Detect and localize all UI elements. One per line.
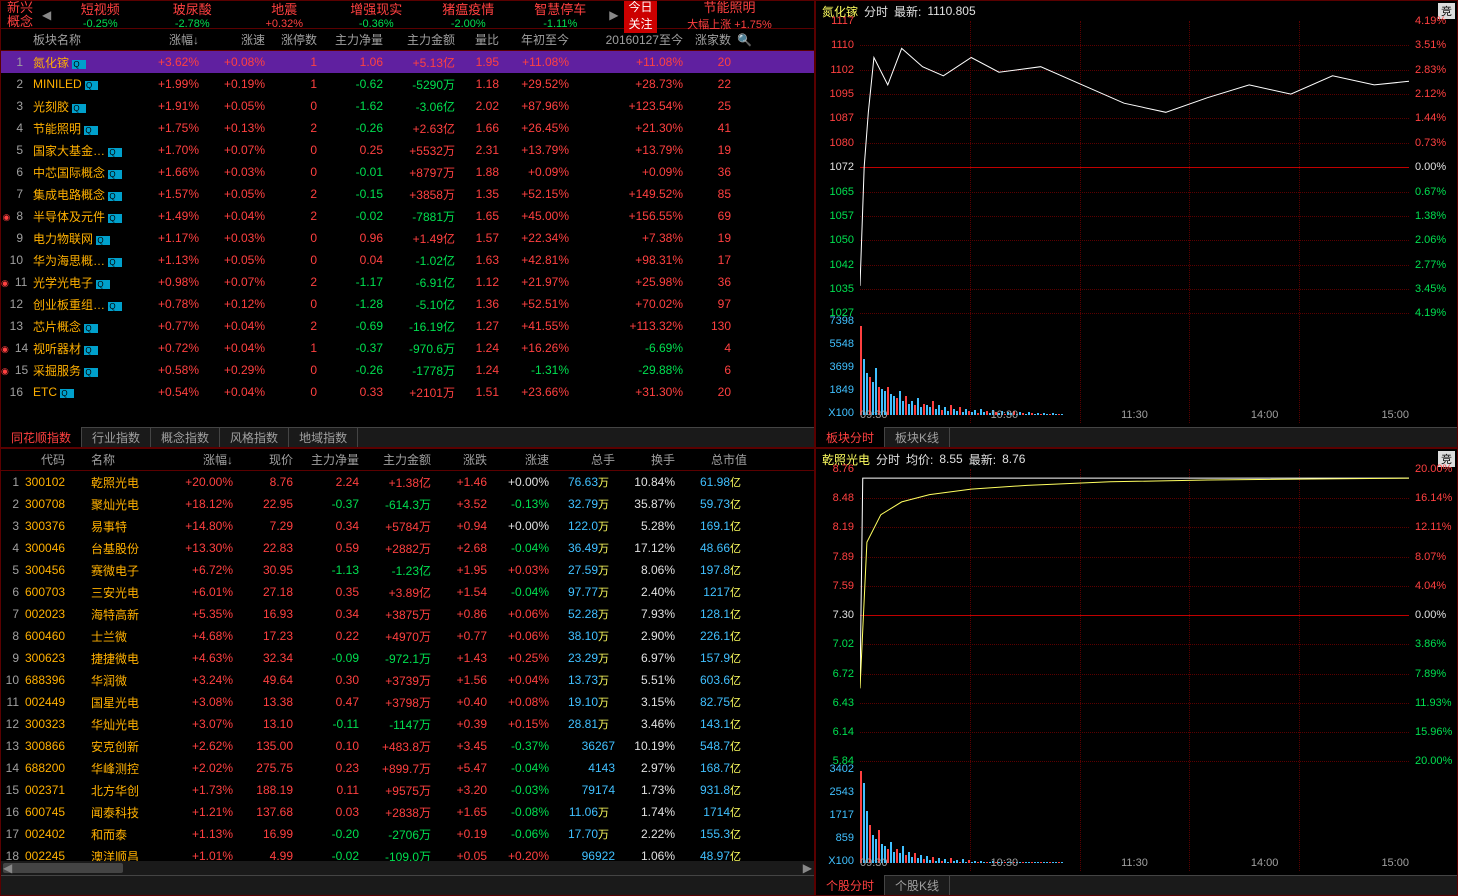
sector-table-body: 1 氮化镓 Q +3.62%+0.08% 11.06 +5.13亿1.95 +1…: [1, 51, 814, 403]
ticker-item[interactable]: 地震+0.32%: [238, 0, 330, 30]
ticker-item[interactable]: 猪瘟疫情-2.00%: [422, 0, 514, 30]
stock-row[interactable]: 5 300456 赛微电子 +6.72%30.95 -1.13-1.23亿 +1…: [1, 559, 814, 581]
sector-row[interactable]: 13 芯片概念 Q +0.77%+0.04% 2-0.69 -16.19亿1.2…: [1, 315, 814, 337]
tab[interactable]: 板块分时: [816, 427, 885, 448]
h-scrollbar[interactable]: ◀▶: [1, 861, 814, 875]
tab[interactable]: 概念指数: [151, 427, 220, 448]
sector-row[interactable]: 7 集成电路概念 Q +1.57%+0.05% 2-0.15 +3858万1.3…: [1, 183, 814, 205]
sector-row[interactable]: 2 MINILED Q +1.99%+0.19% 1-0.62 -5290万1.…: [1, 73, 814, 95]
stock-row[interactable]: 16 600745 闻泰科技 +1.21%137.68 0.03+2838万 +…: [1, 801, 814, 823]
stock-row[interactable]: 8 600460 士兰微 +4.68%17.23 0.22+4970万 +0.7…: [1, 625, 814, 647]
ticker-item[interactable]: 短视频-0.25%: [54, 0, 146, 30]
tab[interactable]: 行业指数: [82, 427, 151, 448]
sector-row[interactable]: 16 ETC Q +0.54%+0.04% 00.33 +2101万1.51 +…: [1, 381, 814, 403]
stock-row[interactable]: 14 688200 华峰测控 +2.02%275.75 0.23+899.7万 …: [1, 757, 814, 779]
sector-chart[interactable]: 1117111011021095108710801072106510571050…: [816, 21, 1457, 427]
stock-chart-panel: 乾照光电 分时 均价:8.55 最新:8.76 竞 8.768.488.197.…: [815, 448, 1458, 896]
stock-row[interactable]: 9 300623 捷捷微电 +4.63%32.34 -0.09-972.1万 +…: [1, 647, 814, 669]
tab[interactable]: 风格指数: [220, 427, 289, 448]
stock-row[interactable]: 13 300866 安克创新 +2.62%135.00 0.10+483.8万 …: [1, 735, 814, 757]
sector-row[interactable]: ◉15 采掘服务 Q +0.58%+0.29% 0-0.26 -1778万1.2…: [1, 359, 814, 381]
stock-row[interactable]: 10 688396 华润微 +3.24%49.64 0.30+3739万 +1.…: [1, 669, 814, 691]
search-icon[interactable]: 🔍: [737, 33, 757, 47]
tab[interactable]: 地域指数: [289, 427, 358, 448]
stock-table-header: 代码 名称 涨幅↓ 现价 主力净量 主力金额 涨跌 涨速 总手 换手 总市值: [1, 449, 814, 471]
tab[interactable]: 个股K线: [885, 875, 950, 896]
stock-chart[interactable]: 8.768.488.197.897.597.307.026.726.436.14…: [816, 469, 1457, 875]
ticker-item[interactable]: 增强现实-0.36%: [330, 0, 422, 30]
sector-row[interactable]: ◉11 光学光电子 Q +0.98%+0.07% 2-1.17 -6.91亿1.…: [1, 271, 814, 293]
stock-row[interactable]: 12 300323 华灿光电 +3.07%13.10 -0.11-1147万 +…: [1, 713, 814, 735]
sector-row[interactable]: 5 国家大基金… Q +1.70%+0.07% 00.25 +5532万2.31…: [1, 139, 814, 161]
stock-panel: 代码 名称 涨幅↓ 现价 主力净量 主力金额 涨跌 涨速 总手 换手 总市值 1…: [0, 448, 815, 896]
stock-row[interactable]: 2 300708 聚灿光电 +18.12%22.95 -0.37-614.3万 …: [1, 493, 814, 515]
tab[interactable]: 个股分时: [816, 875, 885, 896]
ticker-item[interactable]: 智慧停车-1.11%: [514, 0, 606, 30]
stock-row[interactable]: 6 600703 三安光电 +6.01%27.18 0.35+3.89亿 +1.…: [1, 581, 814, 603]
sector-row[interactable]: 10 华为海思概… Q +1.13%+0.05% 00.04 -1.02亿1.6…: [1, 249, 814, 271]
chart2-tabs: 个股分时个股K线: [816, 875, 1457, 895]
stock-row[interactable]: 3 300376 易事特 +14.80%7.29 0.34+5784万 +0.9…: [1, 515, 814, 537]
sector-row[interactable]: ◉14 视听器材 Q +0.72%+0.04% 1-0.37 -970.6万1.…: [1, 337, 814, 359]
stock-row[interactable]: 4 300046 台基股份 +13.30%22.83 0.59+2882万 +2…: [1, 537, 814, 559]
sector-row[interactable]: 6 中芯国际概念 Q +1.66%+0.03% 0-0.01 +8797万1.8…: [1, 161, 814, 183]
sector-row[interactable]: 3 光刻胶 Q +1.91%+0.05% 0-1.62 -3.06亿2.02 +…: [1, 95, 814, 117]
ticker-item[interactable]: 玻尿酸-2.78%: [146, 0, 238, 30]
sector-row[interactable]: 12 创业板重组… Q +0.78%+0.12% 0-1.28 -5.10亿1.…: [1, 293, 814, 315]
chart1-tabs: 板块分时板块K线: [816, 427, 1457, 447]
sector-row[interactable]: 9 电力物联网 Q +1.17%+0.03% 00.96 +1.49亿1.57 …: [1, 227, 814, 249]
stock-row[interactable]: 7 002023 海特高新 +5.35%16.93 0.34+3875万 +0.…: [1, 603, 814, 625]
tab[interactable]: 板块K线: [885, 427, 950, 448]
stock-row[interactable]: 11 002449 国星光电 +3.08%13.38 0.47+3798万 +0…: [1, 691, 814, 713]
sector-row[interactable]: 4 节能照明 Q +1.75%+0.13% 2-0.26 +2.63亿1.66 …: [1, 117, 814, 139]
sector-chart-panel: 氮化镓 分时 最新:1110.805 竞 1117111011021095108…: [815, 0, 1458, 448]
stock-row[interactable]: 15 002371 北方华创 +1.73%188.19 0.11+9575万 +…: [1, 779, 814, 801]
hot-val: 大幅上涨 +1.75%: [660, 16, 800, 32]
today-badge[interactable]: 今日 关注: [624, 0, 656, 33]
ticker-next[interactable]: ▶: [606, 8, 621, 22]
ticker-bar: 新兴 概念 ◀ 短视频-0.25%玻尿酸-2.78%地震+0.32%增强现实-0…: [1, 1, 814, 29]
stock-row[interactable]: 17 002402 和而泰 +1.13%16.99 -0.20-2706万 +0…: [1, 823, 814, 845]
sector-row[interactable]: 1 氮化镓 Q +3.62%+0.08% 11.06 +5.13亿1.95 +1…: [1, 51, 814, 73]
hot-name: 节能照明: [660, 0, 800, 16]
stock-table-body: 1 300102 乾照光电 +20.00%8.76 2.24+1.38亿 +1.…: [1, 471, 814, 867]
sector-tabs: 同花顺指数行业指数概念指数风格指数地域指数: [1, 427, 814, 447]
sector-table-header: 板块名称 涨幅↓ 涨速 涨停数 主力净量 主力金额 量比 年初至今 201601…: [1, 29, 814, 51]
sector-panel: 新兴 概念 ◀ 短视频-0.25%玻尿酸-2.78%地震+0.32%增强现实-0…: [0, 0, 815, 448]
ticker-prev[interactable]: ◀: [39, 8, 54, 22]
tab[interactable]: 同花顺指数: [1, 427, 82, 448]
sector-row[interactable]: ◉8 半导体及元件 Q +1.49%+0.04% 2-0.02 -7881万1.…: [1, 205, 814, 227]
stock-row[interactable]: 1 300102 乾照光电 +20.00%8.76 2.24+1.38亿 +1.…: [1, 471, 814, 493]
ticker-label: 新兴 概念: [1, 1, 39, 29]
